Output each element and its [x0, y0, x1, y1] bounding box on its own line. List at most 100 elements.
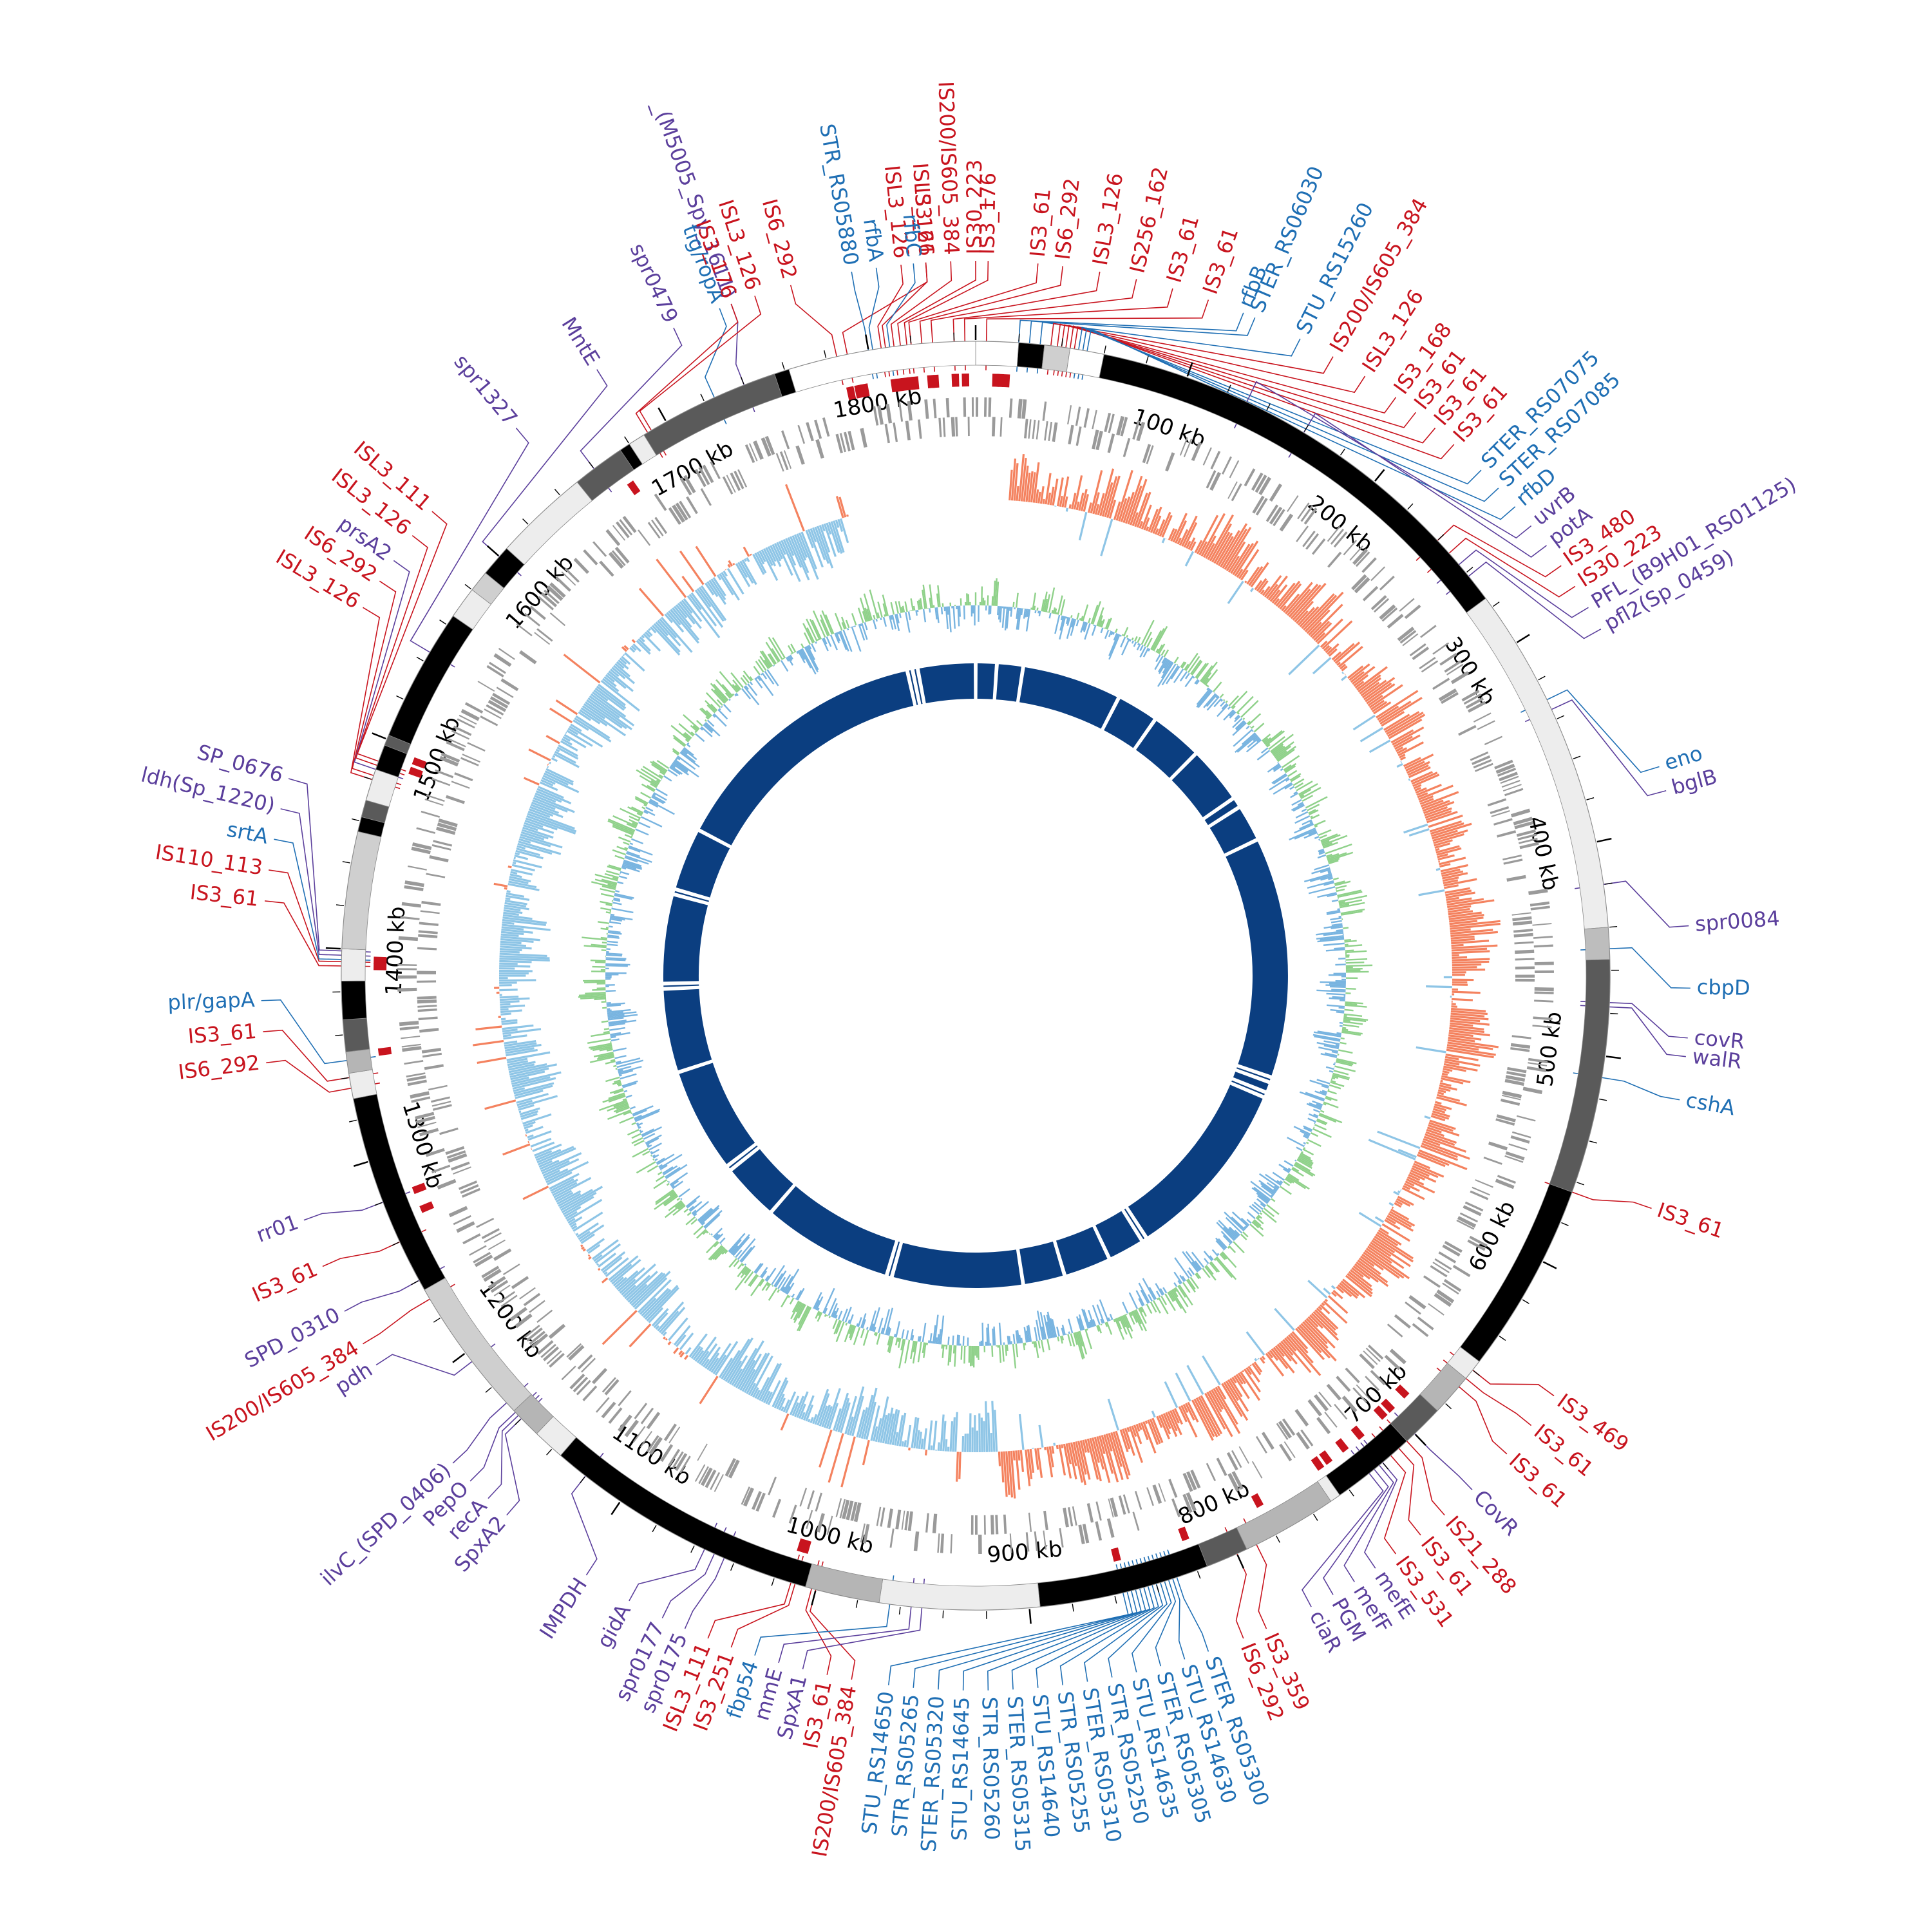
- gc-content-bar: [1293, 804, 1305, 812]
- gc-content-bar: [679, 752, 700, 768]
- gc-skew-bar: [502, 923, 551, 931]
- scale-tick: [342, 861, 350, 864]
- gc-content-bar: [749, 676, 753, 681]
- gc-skew-bar: [1408, 778, 1410, 781]
- gc-content-bar: [1092, 1305, 1101, 1325]
- cds-block: [493, 653, 512, 667]
- gc-skew-bar: [798, 1403, 806, 1419]
- cds-block: [417, 971, 437, 975]
- cds-block: [581, 1358, 596, 1373]
- gc-content-bar: [1036, 1320, 1041, 1341]
- cds-block: [431, 777, 451, 786]
- cds-block: [1532, 1025, 1552, 1028]
- gene-label: plr/gapA: [167, 987, 256, 1015]
- gc-content-bar: [615, 1106, 630, 1113]
- gc-content-bar: [764, 670, 775, 685]
- gc-content-bar: [1240, 700, 1259, 718]
- synteny-gap: [1091, 1223, 1112, 1262]
- gc-content-bar: [1061, 1335, 1065, 1341]
- gc-skew-bar: [621, 1264, 656, 1296]
- gc-content-bar: [866, 609, 871, 621]
- gc-skew-bar: [552, 755, 556, 759]
- gc-content-bar: [589, 1056, 615, 1063]
- gc-skew-bar: [746, 557, 750, 562]
- gc-content-bar: [1023, 1327, 1028, 1343]
- cds-block: [1470, 751, 1489, 761]
- gc-skew-bar: [821, 1405, 831, 1428]
- gc-skew-bar: [629, 1272, 663, 1305]
- cds-block: [895, 1510, 902, 1530]
- cds-block: [421, 900, 441, 906]
- gc-skew-bar: [800, 531, 818, 570]
- gc-content-bar: [1307, 1139, 1321, 1148]
- gc-content-bar: [636, 1161, 656, 1174]
- gc-skew-bar: [1436, 1096, 1467, 1106]
- scale-tick: [335, 1034, 343, 1036]
- cds-block: [1508, 1143, 1528, 1151]
- gc-content-bar: [1228, 1245, 1236, 1253]
- is-element-mark: [911, 376, 920, 390]
- gc-skew-bar: [1005, 1451, 1010, 1495]
- cds-block: [1009, 398, 1013, 418]
- cds-block: [634, 1403, 648, 1419]
- gc-content-bar: [1234, 714, 1240, 720]
- gc-content-bar: [605, 954, 622, 957]
- gc-skew-bar: [672, 607, 700, 641]
- gc-content-bar: [1296, 1146, 1303, 1151]
- gc-content-bar: [714, 1247, 726, 1260]
- gc-skew-bar: [643, 633, 661, 652]
- gc-content-bar: [917, 1341, 922, 1363]
- gc-content-bar: [835, 632, 841, 641]
- cds-block: [679, 477, 692, 496]
- gc-content-bar: [887, 1328, 891, 1336]
- is-element-mark: [419, 1201, 435, 1213]
- cds-block: [1528, 1062, 1548, 1066]
- scale-tick: [1407, 503, 1414, 510]
- gc-content-bar: [1189, 659, 1202, 675]
- gc-skew-bar: [567, 1218, 576, 1224]
- gc-content-bar: [1343, 1021, 1363, 1025]
- gc-skew-bar: [544, 770, 574, 786]
- gc-content-bar: [875, 618, 878, 622]
- gc-skew-bar: [573, 1211, 603, 1232]
- is-element-mark: [951, 374, 960, 387]
- cds-block: [498, 1291, 516, 1304]
- cds-block: [407, 1079, 427, 1086]
- gc-content-bar: [824, 1314, 827, 1317]
- gc-content-bar: [1340, 999, 1345, 1002]
- gc-content-bar: [652, 793, 656, 797]
- cds-block: [1514, 820, 1534, 829]
- gc-content-bar: [600, 907, 612, 911]
- cds-block: [1501, 1094, 1521, 1101]
- cds-block: [555, 576, 571, 592]
- cds-block: [1464, 1201, 1484, 1212]
- gc-content-bar: [1217, 1253, 1220, 1256]
- gc-skew-bar: [964, 1434, 967, 1452]
- scale-tick: [1028, 1609, 1032, 1624]
- gc-content-bar: [1203, 1251, 1213, 1262]
- gc-content-bar: [1128, 1312, 1135, 1325]
- gc-skew-bar: [1061, 476, 1070, 507]
- gc-content-bar: [1337, 1054, 1340, 1056]
- gc-skew-bar: [1313, 622, 1332, 641]
- gc-skew-bar: [891, 1410, 900, 1445]
- gc-skew-bar: [1449, 916, 1484, 923]
- gc-content-bar: [1297, 1157, 1312, 1167]
- cds-block: [1182, 1493, 1193, 1513]
- gc-skew-bar: [1083, 494, 1090, 512]
- gc-skew-bar: [1393, 735, 1413, 748]
- gc-content-bar: [1303, 1133, 1310, 1138]
- gc-content-bar: [888, 615, 894, 630]
- gc-content-bar: [750, 1278, 764, 1296]
- gc-content-bar: [1093, 624, 1095, 627]
- gc-content-bar: [790, 654, 793, 660]
- gc-content-bar: [1185, 672, 1190, 679]
- gc-content-bar: [829, 634, 838, 650]
- cds-block: [460, 757, 479, 766]
- gc-content-bar: [1316, 989, 1346, 992]
- gc-content-bar: [900, 607, 904, 613]
- gc-skew-bar: [882, 1413, 891, 1444]
- gc-content-bar: [806, 618, 818, 641]
- gc-content-bar: [705, 715, 710, 720]
- gc-content-bar: [958, 1335, 960, 1346]
